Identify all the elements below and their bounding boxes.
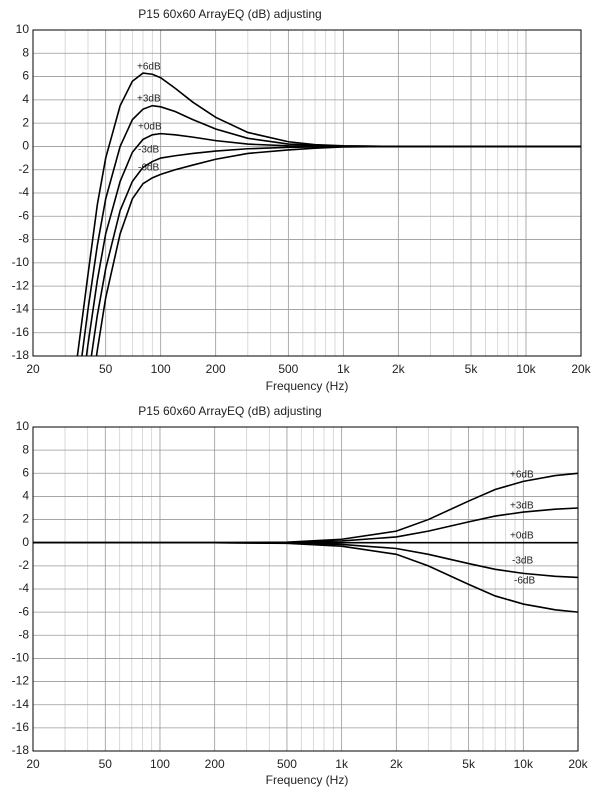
y-tick-label: 6 (22, 465, 29, 479)
y-tick-label: -18 (12, 743, 30, 757)
y-tick-label: -6 (18, 604, 29, 618)
y-tick-label: 10 (16, 22, 30, 36)
x-tick-label: 10k (516, 362, 536, 376)
series-line (90, 145, 581, 356)
y-tick-label: -4 (18, 185, 29, 199)
series-label: +0dB (138, 122, 162, 133)
y-tick-label: -12 (12, 674, 30, 688)
y-tick-label: -12 (12, 278, 30, 292)
y-tick-label: 6 (22, 69, 29, 83)
x-tick-label: 20 (26, 362, 40, 376)
x-tick-label: 20k (571, 362, 591, 376)
x-tick-label: 50 (99, 362, 113, 376)
x-tick-label: 1k (335, 757, 349, 771)
series-label: +3dB (137, 94, 161, 105)
series-line (33, 541, 578, 579)
x-tick-label: 500 (277, 757, 297, 771)
y-tick-label: -4 (18, 581, 29, 595)
series-label: +6dB (137, 62, 161, 73)
y-tick-label: -10 (12, 255, 30, 269)
y-tick-label: -10 (12, 651, 30, 665)
y-tick-label: 4 (22, 92, 29, 106)
series-line (33, 541, 578, 613)
y-tick-label: -16 (12, 720, 30, 734)
chart-title: P15 60x60 ArrayEQ (dB) adjusting (138, 404, 321, 418)
y-tick-label: -14 (12, 697, 30, 711)
series-line (33, 507, 578, 544)
x-tick-label: 100 (151, 362, 171, 376)
x-tick-label: 500 (278, 362, 298, 376)
y-tick-label: 0 (22, 535, 29, 549)
x-tick-label: 5k (465, 362, 479, 376)
series-line (95, 145, 581, 356)
x-tick-label: 100 (150, 757, 170, 771)
y-tick-label: -6 (18, 208, 29, 222)
series-label: -6dB (138, 163, 159, 174)
x-tick-label: 5k (462, 757, 476, 771)
y-tick-label: 4 (22, 489, 29, 503)
chart: P15 60x60 ArrayEQ (dB) adjusting Frequenc… (12, 404, 589, 787)
series-line (33, 472, 578, 544)
y-tick-label: -2 (18, 558, 29, 572)
chart: P15 60x60 ArrayEQ (dB) adjusting Frequenc… (12, 7, 592, 393)
chart-title: P15 60x60 ArrayEQ (dB) adjusting (138, 7, 321, 21)
x-axis-label: Frequency (Hz) (266, 773, 349, 787)
x-tick-label: 2k (392, 362, 406, 376)
series-line (76, 72, 581, 356)
y-tick-label: 2 (22, 512, 29, 526)
plot-border (32, 29, 582, 357)
y-tick-label: -8 (18, 627, 29, 641)
x-tick-label: 10k (514, 757, 534, 771)
series-label: +0dB (510, 531, 534, 542)
y-tick-label: -2 (18, 162, 29, 176)
y-tick-label: -18 (12, 348, 30, 362)
x-tick-label: 200 (206, 362, 226, 376)
x-tick-label: 20k (568, 757, 588, 771)
x-tick-label: 2k (390, 757, 404, 771)
series-label: -3dB (512, 556, 533, 567)
x-tick-label: 200 (205, 757, 225, 771)
x-axis-label: Frequency (Hz) (266, 379, 349, 393)
y-tick-label: 8 (22, 442, 29, 456)
y-tick-label: -16 (12, 325, 30, 339)
series-label: -3dB (138, 145, 159, 156)
y-tick-label: 2 (22, 115, 29, 129)
x-tick-label: 1k (337, 362, 351, 376)
series-label: -6dB (514, 576, 535, 587)
y-tick-label: -14 (12, 302, 30, 316)
x-tick-label: 20 (26, 757, 40, 771)
plot-border (32, 426, 579, 752)
y-tick-label: -8 (18, 232, 29, 246)
y-tick-label: 10 (16, 419, 30, 433)
x-tick-label: 50 (99, 757, 113, 771)
series-label: +6dB (510, 470, 534, 481)
y-tick-label: 0 (22, 139, 29, 153)
series-label: +3dB (510, 501, 534, 512)
y-tick-label: 8 (22, 45, 29, 59)
